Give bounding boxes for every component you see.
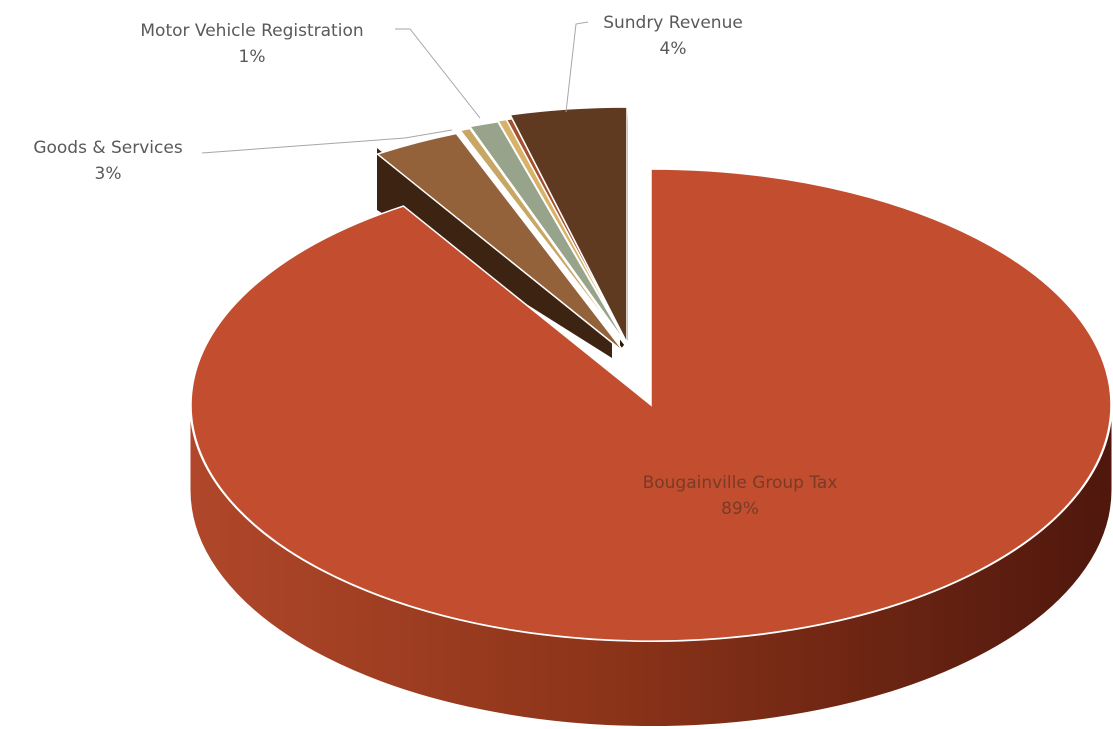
slice-other-1 [458,127,630,351]
label-goods-services-pct: 3% [95,164,122,184]
label-bougainville-name: Bougainville Group Tax [643,473,838,493]
label-motor-vehicle-name: Motor Vehicle Registration [140,21,363,41]
label-motor-vehicle-pct: 1% [239,47,266,67]
leader-goods-services [201,129,453,154]
slice-bougainville-group-tax [190,168,1112,642]
leader-sundry-revenue [565,21,589,113]
leader-motor-vehicle [395,28,481,119]
label-bougainville-pct: 89% [721,499,759,519]
slice-goods-services [375,132,626,354]
label-goods-services-name: Goods & Services [33,138,183,158]
slice-sundry-revenue [508,106,628,344]
label-sundry-revenue-name: Sundry Revenue [603,13,743,33]
label-sundry-revenue-pct: 4% [660,39,687,59]
